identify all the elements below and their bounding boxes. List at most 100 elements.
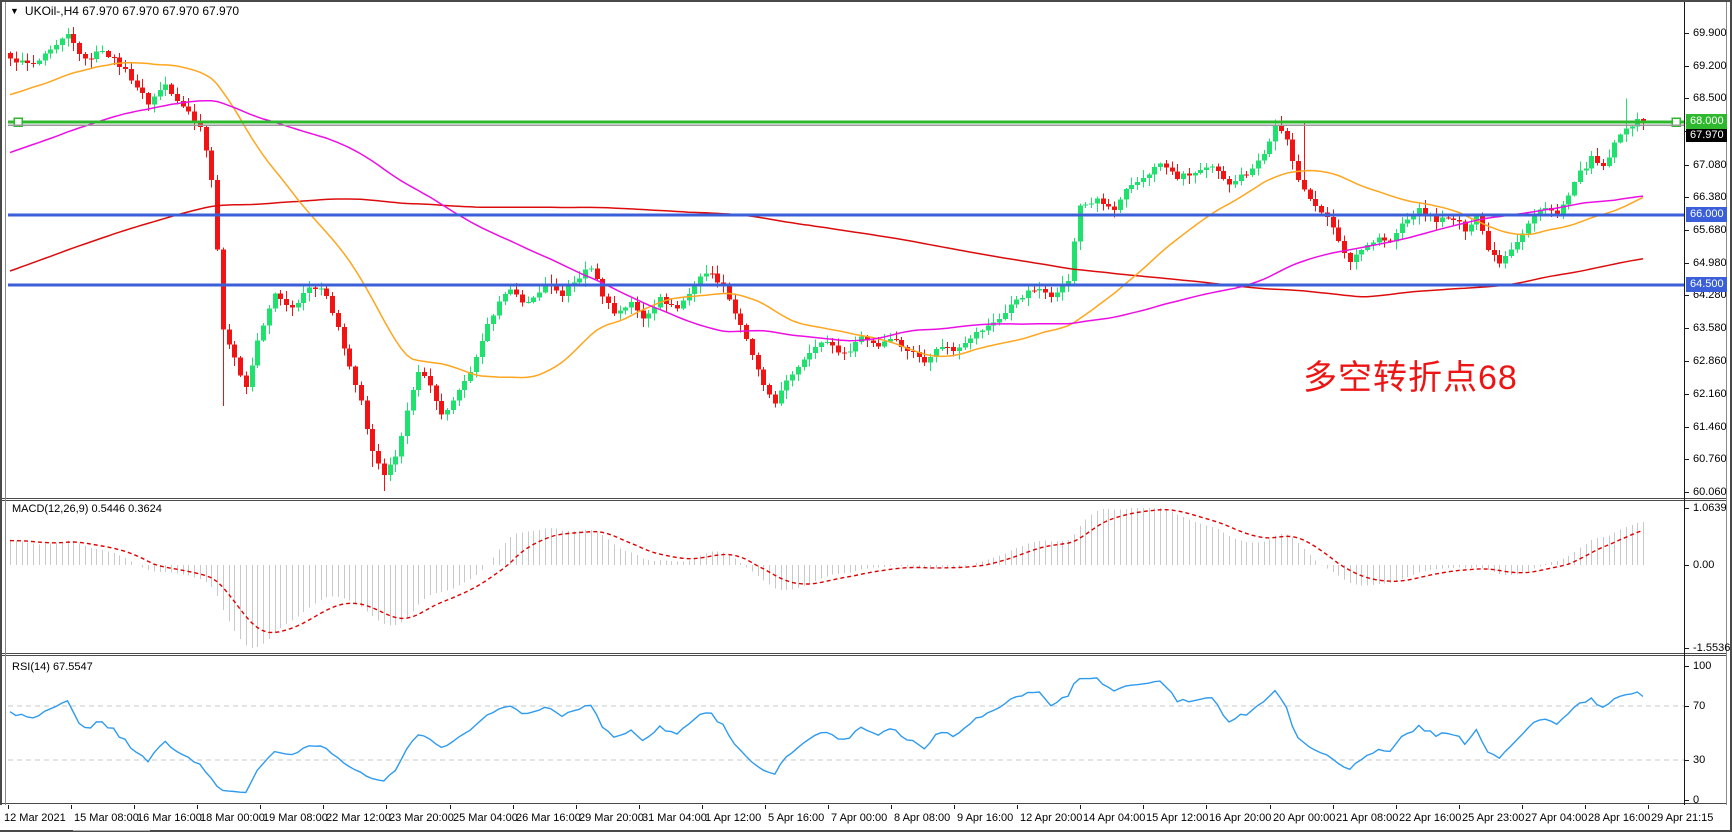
candle-body [629, 302, 634, 308]
candle-body [1244, 174, 1249, 176]
candle-body [428, 375, 433, 386]
panel-separator[interactable] [2, 498, 1727, 499]
time-tick [323, 805, 324, 809]
time-tick [702, 805, 703, 809]
candle-body [1520, 233, 1525, 242]
time-tick-label: 12 Mar 2021 [4, 812, 66, 824]
window-border [0, 0, 2, 832]
price-tick-label: 61.460 [1693, 421, 1727, 433]
candle-body [273, 293, 278, 309]
candle-body [876, 343, 881, 347]
candle-body [773, 394, 778, 404]
candle-body [1221, 171, 1226, 180]
ma-fast-line [9, 61, 1644, 379]
candle-body [1141, 178, 1146, 183]
panel-separator[interactable] [2, 653, 1727, 654]
hline-handle[interactable] [1671, 117, 1681, 127]
candle-body [784, 380, 789, 391]
candle-body [1446, 217, 1451, 219]
rsi-tick-label: 30 [1693, 754, 1706, 766]
candle-body [1158, 163, 1163, 167]
candle-body [641, 310, 646, 319]
candle-body [646, 313, 651, 319]
time-tick [1459, 805, 1460, 809]
candle-body [1198, 170, 1203, 173]
candle-body [1135, 182, 1140, 185]
candle-body [411, 389, 416, 411]
time-tick [576, 805, 577, 809]
chart-text-annotation[interactable]: 多空转折点68 [1303, 359, 1518, 397]
price-tick-label: 60.760 [1693, 453, 1727, 465]
time-tick-label: 9 Apr 16:00 [957, 812, 1014, 824]
macd-indicator-label: MACD(12,26,9) 0.5446 0.3624 [12, 503, 162, 515]
price-axis[interactable]: 69.90069.20068.50067.80067.08066.38065.6… [1684, 0, 1730, 806]
candle-body [917, 352, 922, 357]
candle-body [790, 374, 795, 381]
macd-tick-tick [1684, 648, 1689, 649]
candle-body [100, 51, 105, 53]
price-tick-tick [1684, 165, 1689, 166]
time-tick-label: 26 Mar 16:00 [516, 812, 581, 824]
candle-body [457, 389, 462, 401]
candle-body [1118, 199, 1123, 210]
candle-body [1055, 292, 1060, 297]
candle-body [192, 111, 197, 122]
candle-body [554, 285, 559, 291]
candle-body [94, 51, 99, 60]
candle-body [135, 80, 140, 88]
candle-body [405, 410, 410, 437]
candle-body [1354, 254, 1359, 262]
time-tick [1143, 805, 1144, 809]
current-price-badge[interactable]: 67.970 [1686, 129, 1727, 142]
candle-body [1405, 219, 1410, 224]
candle-body [20, 60, 25, 63]
candle-body [1595, 156, 1600, 164]
candle-body [928, 357, 933, 363]
candle-body [353, 366, 358, 386]
time-axis[interactable]: 12 Mar 2021 15 Mar 08:00 16 Mar 16:00 18 Ma… [0, 805, 1727, 830]
macd-tick-label: 1.0639 [1693, 502, 1727, 514]
candle-body [1503, 256, 1508, 264]
hline-price-badge[interactable]: 64.500 [1686, 277, 1727, 292]
time-tick [1080, 805, 1081, 809]
candle-body [560, 290, 565, 296]
candle-body [347, 348, 352, 367]
price-tick-tick [1684, 230, 1689, 231]
horizontal-lines [8, 117, 1684, 287]
candle-body [853, 342, 858, 352]
candle-body [1170, 167, 1175, 172]
time-tick [765, 805, 766, 809]
candle-body [986, 325, 991, 331]
hline-handle[interactable] [13, 117, 23, 127]
candle-body [738, 313, 743, 325]
candle-body [365, 400, 370, 430]
hline-price-badge[interactable]: 66.000 [1686, 207, 1727, 222]
panel-separator [2, 500, 1727, 501]
price-tick-tick [1684, 66, 1689, 67]
candle-body [963, 342, 968, 348]
candle-body [330, 295, 335, 313]
symbol-dropdown-icon[interactable]: ▼ [10, 6, 19, 16]
candle-body [1308, 189, 1313, 199]
candle-body [1250, 168, 1255, 176]
candle-body [181, 100, 186, 107]
candle-body [974, 331, 979, 339]
candle-body [221, 249, 226, 330]
ma-mid-line [9, 99, 1644, 342]
candle-body [566, 286, 571, 296]
candle-body [422, 372, 427, 376]
candle-body [1607, 157, 1612, 166]
time-tick [197, 805, 198, 809]
candle-body [1497, 255, 1502, 264]
candle-body [1509, 249, 1514, 257]
hline-price-badge[interactable]: 68.000 [1686, 114, 1727, 129]
candle-body [359, 385, 364, 401]
window-border [0, 0, 1732, 2]
candle-body [152, 96, 157, 105]
candle-body [514, 289, 519, 295]
candle-body [922, 356, 927, 363]
time-tick [260, 805, 261, 809]
candle-body [1348, 253, 1353, 262]
